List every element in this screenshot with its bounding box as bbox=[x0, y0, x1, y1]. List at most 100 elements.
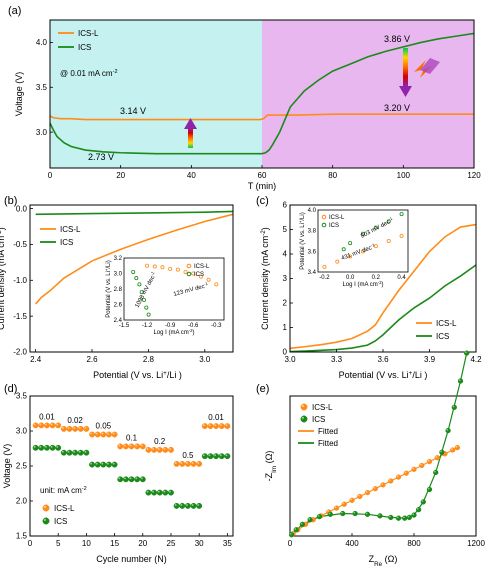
y-tick-label-c: 5 bbox=[283, 225, 288, 234]
data-point-fill bbox=[111, 461, 118, 468]
data-point-highlight bbox=[389, 515, 391, 518]
data-point-highlight bbox=[73, 450, 76, 453]
x-tick-label-a: 120 bbox=[467, 171, 481, 180]
data-point-highlight bbox=[90, 462, 93, 465]
data-point-fill bbox=[151, 446, 158, 453]
x-tick-label-d: 30 bbox=[195, 539, 204, 548]
data-point-highlight bbox=[191, 462, 194, 464]
y-tick-label-a: 4.0 bbox=[36, 38, 48, 47]
data-point-ics-l bbox=[122, 443, 129, 450]
legend-ics-l-swatch bbox=[300, 403, 308, 411]
inset-x-tick-label: -0.9 bbox=[165, 323, 176, 329]
inset-y-tick-label: 3.4 bbox=[308, 270, 317, 276]
data-point-highlight bbox=[421, 500, 424, 502]
inset-point-ics-l bbox=[399, 233, 404, 238]
data-point-ics bbox=[299, 521, 306, 528]
data-point-ics-l bbox=[128, 443, 135, 450]
series-line-ics bbox=[35, 210, 234, 216]
data-point-highlight bbox=[225, 424, 228, 427]
data-point-highlight bbox=[308, 518, 311, 520]
inset-y-tick-label: 2.8 bbox=[114, 287, 123, 293]
y-axis-title-a: Voltage (V) bbox=[14, 72, 24, 117]
inset-legend-label-ics-l: ICS-L bbox=[194, 264, 210, 270]
x-tick-label-c: 3.6 bbox=[377, 355, 389, 364]
data-point-ics bbox=[416, 507, 422, 513]
data-point-ics-l bbox=[224, 423, 231, 430]
legend-ics-label: ICS bbox=[54, 517, 67, 526]
x-tick-label-c: 3.0 bbox=[284, 355, 296, 364]
data-point-fill bbox=[406, 514, 413, 521]
data-point-ics bbox=[32, 444, 39, 451]
data-point-highlight bbox=[440, 450, 442, 453]
data-point-highlight bbox=[180, 462, 183, 464]
data-point-ics-l bbox=[184, 460, 191, 467]
data-point-ics bbox=[190, 502, 197, 509]
inset-point-ics bbox=[386, 219, 391, 224]
legend-ics-label: ICS bbox=[436, 332, 449, 341]
inset-x-title-c: Log I (mA cm-2) bbox=[342, 280, 383, 289]
data-point-fill bbox=[364, 511, 371, 517]
data-point-ics-l bbox=[207, 423, 214, 430]
inset-point-ics-l bbox=[198, 274, 203, 279]
data-point-ics-l bbox=[196, 460, 203, 467]
x-tick-label-d: 25 bbox=[167, 539, 176, 548]
y-tick-label-d: 3.0 bbox=[16, 427, 28, 436]
x-tick-label-d: 35 bbox=[223, 539, 232, 548]
data-point-highlight bbox=[202, 424, 205, 427]
data-point-fill bbox=[307, 517, 313, 523]
data-point-fill bbox=[89, 431, 95, 438]
data-point-highlight bbox=[465, 351, 467, 354]
background-region-2 bbox=[262, 20, 474, 168]
plot-frame-b bbox=[29, 204, 234, 353]
y-axis-title-d: Voltage (V) bbox=[2, 444, 12, 489]
inset-legend-swatch-ics-l bbox=[186, 263, 192, 269]
x-axis-title-c: Potential (V vs. Li+/Li ) bbox=[339, 370, 428, 381]
data-point-ics bbox=[288, 532, 295, 538]
data-point-ics-l bbox=[403, 470, 409, 476]
data-point-ics bbox=[179, 502, 186, 509]
series-line-ics-l bbox=[289, 223, 477, 350]
data-point-ics-l bbox=[38, 422, 45, 429]
data-point-highlight bbox=[358, 494, 360, 497]
data-point-ics bbox=[307, 517, 313, 523]
data-point-highlight bbox=[389, 479, 391, 481]
data-point-highlight bbox=[56, 445, 59, 448]
data-point-highlight bbox=[78, 427, 81, 429]
data-point-fill bbox=[190, 502, 197, 509]
data-point-ics-l bbox=[213, 423, 220, 430]
data-point-ics bbox=[439, 449, 445, 455]
inset-x-tick-label: -0.3 bbox=[211, 323, 222, 329]
data-point-fill bbox=[66, 425, 73, 432]
data-point-highlight bbox=[404, 471, 407, 474]
inset-point-ics-l bbox=[160, 265, 165, 270]
data-point-fill bbox=[42, 517, 50, 525]
data-point-fill bbox=[156, 446, 163, 453]
data-point-ics bbox=[72, 449, 79, 456]
data-point-ics bbox=[464, 350, 470, 356]
series-line-ics bbox=[49, 32, 475, 155]
data-point-fill bbox=[316, 513, 323, 520]
data-point-fill bbox=[43, 444, 50, 451]
data-point-fill bbox=[168, 446, 174, 453]
data-point-ics bbox=[184, 502, 191, 509]
data-point-ics bbox=[395, 515, 402, 521]
data-point-highlight bbox=[129, 477, 132, 480]
data-point-highlight bbox=[202, 454, 205, 457]
data-point-highlight bbox=[146, 448, 149, 450]
data-point-fill bbox=[451, 404, 457, 411]
data-point-fill bbox=[168, 489, 174, 496]
data-point-fill bbox=[139, 443, 146, 450]
data-point-highlight bbox=[163, 490, 166, 493]
x-tick-label-a: 0 bbox=[48, 171, 53, 180]
data-point-ics-l bbox=[117, 443, 124, 450]
inset-point-ics bbox=[144, 305, 149, 310]
data-point-ics bbox=[122, 476, 129, 483]
data-point-fill bbox=[464, 350, 470, 356]
data-point-fill bbox=[218, 423, 225, 430]
condition-label: @ 0.01 mA cm-2 bbox=[60, 69, 118, 78]
data-point-highlight bbox=[174, 504, 177, 506]
data-point-ics bbox=[151, 489, 158, 496]
data-point-ics-l bbox=[349, 497, 355, 504]
legend-ics-label: ICS bbox=[312, 415, 325, 424]
data-point-fill bbox=[411, 466, 417, 473]
